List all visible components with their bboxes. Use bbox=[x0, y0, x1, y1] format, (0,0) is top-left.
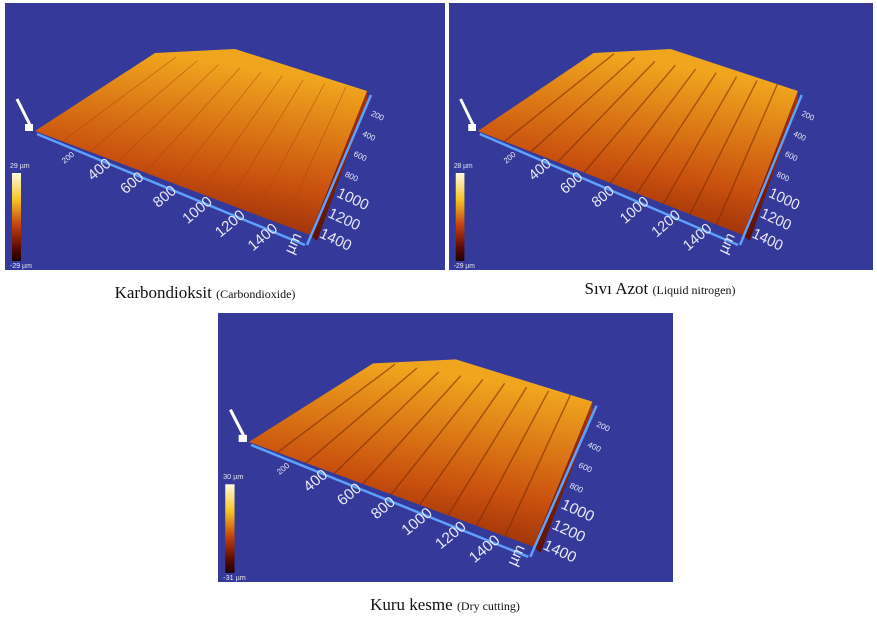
caption-name: Karbondioksit bbox=[115, 283, 213, 302]
panel-caption: Kuru kesme (Dry cutting) bbox=[370, 595, 520, 614]
caption-translation: (Carbondioxide) bbox=[216, 287, 295, 301]
indicator-box bbox=[239, 435, 247, 442]
caption-translation: (Liquid nitrogen) bbox=[653, 283, 736, 297]
colorbar-max: 29 µm bbox=[10, 163, 30, 170]
figure: 200400600800100012001400µm20040060080010… bbox=[0, 0, 877, 628]
colorbar bbox=[12, 173, 21, 261]
caption-name: Sıvı Azot bbox=[585, 279, 649, 298]
indicator-box bbox=[468, 124, 476, 131]
panel-caption: Karbondioksit (Carbondioxide) bbox=[115, 283, 296, 302]
panel-caption: Sıvı Azot (Liquid nitrogen) bbox=[585, 279, 736, 298]
caption-name: Kuru kesme bbox=[370, 595, 453, 614]
colorbar-min: -31 µm bbox=[223, 574, 246, 582]
colorbar-max: 28 µm bbox=[454, 163, 473, 170]
colorbar bbox=[225, 484, 234, 573]
indicator-box bbox=[25, 124, 33, 131]
colorbar bbox=[456, 173, 465, 261]
colorbar-min: -29 µm bbox=[454, 263, 475, 270]
caption-translation: (Dry cutting) bbox=[457, 599, 520, 613]
colorbar-max: 30 µm bbox=[223, 473, 243, 481]
colorbar-min: -29 µm bbox=[10, 263, 32, 270]
